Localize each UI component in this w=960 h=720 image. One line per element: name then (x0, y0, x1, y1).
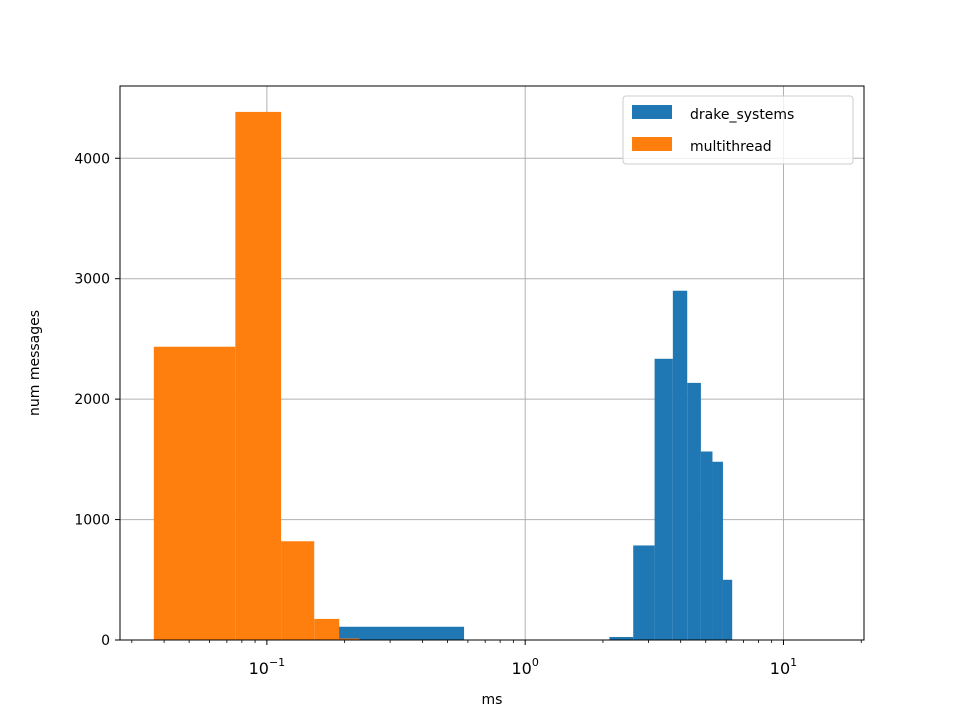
y-tick-label: 1000 (74, 513, 110, 529)
bar-multithread (281, 541, 315, 640)
bar-multithread (314, 618, 340, 640)
x-tick-label: 100 (511, 656, 538, 678)
bar-drake-systems (338, 626, 465, 640)
bar-drake-systems (633, 545, 655, 640)
plot-area-frame (119, 85, 865, 641)
legend-swatch-drake-systems (632, 105, 672, 119)
bar-drake-systems (700, 451, 713, 640)
axis-ticks: 10−1 100 101 0 1000 2000 3000 4000 (74, 151, 862, 678)
bar-multithread (153, 346, 236, 640)
histogram-bars (153, 111, 733, 640)
y-tick-label: 2000 (74, 392, 110, 408)
bar-drake-systems (712, 461, 723, 640)
y-tick-label: 4000 (74, 151, 110, 167)
bar-drake-systems (672, 290, 688, 640)
legend-label-drake-systems: drake_systems (690, 107, 794, 123)
legend-box (622, 95, 854, 165)
bar-multithread (339, 638, 360, 640)
bar-drake-systems (722, 579, 733, 640)
legend-swatch-multithread (632, 137, 672, 151)
y-tick-label: 0 (101, 633, 110, 649)
legend-label-multithread: multithread (690, 139, 772, 155)
bar-drake-systems (687, 382, 701, 640)
x-tick-label: 101 (770, 656, 797, 678)
legend: drake_systems multithread (622, 95, 854, 165)
y-axis-label: num messages (27, 310, 43, 416)
y-tick-label: 3000 (74, 272, 110, 288)
bar-multithread (235, 111, 282, 640)
bar-drake-systems (654, 358, 673, 640)
x-axis-label: ms (482, 692, 503, 708)
bar-drake-systems (609, 636, 634, 640)
x-tick-label: 10−1 (249, 656, 286, 678)
